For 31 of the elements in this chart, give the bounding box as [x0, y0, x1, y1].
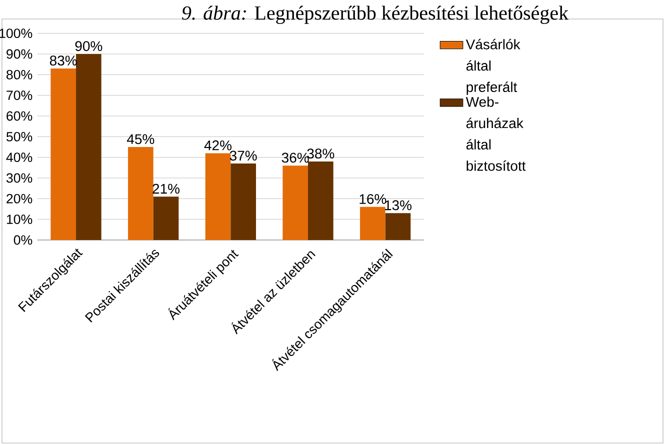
bar	[205, 153, 231, 240]
data-label: 16%	[360, 194, 386, 204]
data-label: 42%	[204, 140, 232, 150]
bar	[153, 196, 179, 240]
bar	[282, 166, 308, 240]
bar	[360, 206, 386, 240]
bar	[308, 161, 334, 240]
bar	[76, 54, 102, 240]
y-tick-label: 50%	[6, 132, 32, 142]
y-tick-label: 0%	[14, 235, 32, 245]
y-tick-label: 70%	[6, 90, 32, 100]
chart-title: 9. ábra: Legnépszerűbb kézbesítési lehetőségek	[182, 6, 569, 24]
y-tick-label: 40%	[6, 152, 32, 162]
bar	[385, 213, 411, 240]
data-label: 38%	[307, 148, 334, 159]
y-tick-label: 30%	[6, 173, 32, 183]
legend-label: Vásárlók által preferált	[466, 38, 520, 95]
bar	[50, 68, 76, 240]
bar	[128, 147, 154, 240]
y-tick-label: 60%	[6, 111, 32, 121]
legend-label: Web-áruházak által biztosított	[466, 96, 526, 171]
y-tick-label: 100%	[0, 28, 32, 38]
y-tick-label: 10%	[6, 214, 32, 224]
data-label: 90%	[75, 41, 102, 52]
y-tick-label: 20%	[6, 194, 32, 204]
data-label: 45%	[126, 134, 154, 144]
data-label: 36%	[282, 152, 309, 163]
y-tick-label: 90%	[6, 49, 32, 59]
bar	[230, 164, 256, 240]
y-tick-label: 80%	[6, 70, 32, 80]
data-label: 13%	[385, 200, 412, 210]
